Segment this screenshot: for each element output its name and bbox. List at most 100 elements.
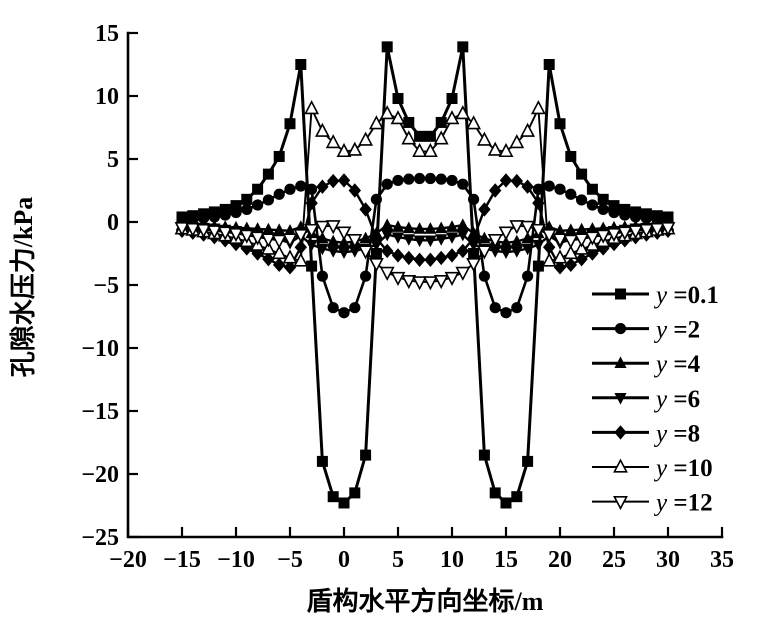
triangle-up-marker (466, 115, 482, 130)
square-marker (392, 93, 404, 105)
circle-icon (614, 323, 627, 335)
triangle-up-marker (530, 100, 546, 115)
triangle-down-marker (196, 223, 212, 239)
legend-entry: y =10 (592, 455, 713, 482)
circle-marker (262, 194, 274, 206)
diamond-marker (467, 231, 480, 246)
diamond-marker (359, 202, 372, 217)
y-tick-label: 5 (107, 147, 119, 173)
y-tick-label: −20 (81, 462, 119, 488)
diamond-marker (445, 248, 459, 263)
series-y-12 (174, 220, 676, 291)
diamond-marker (424, 252, 437, 267)
y-tick-label: −25 (81, 525, 119, 551)
circle-marker (446, 174, 458, 187)
diamond-marker (597, 241, 610, 256)
circle-marker (511, 302, 523, 314)
legend-entry: y =8 (592, 420, 700, 447)
diamond-marker (521, 179, 534, 194)
triangle-up-marker (478, 231, 491, 244)
diamond-marker (294, 240, 307, 255)
triangle-down-marker (293, 229, 309, 244)
square-marker (403, 116, 415, 128)
series-y-8 (175, 173, 675, 275)
legend-label: y =6 (653, 386, 700, 413)
triangle-up-marker (424, 222, 437, 234)
triangle-up-marker (476, 131, 492, 146)
triangle-up-marker (336, 142, 352, 158)
x-tick-label: −15 (163, 547, 201, 573)
triangle-up-marker (283, 224, 297, 236)
triangle-down-marker (617, 226, 633, 241)
square-marker (241, 193, 253, 205)
square-marker (360, 449, 372, 461)
triangle-up-marker (314, 122, 330, 137)
triangle-down-marker (347, 234, 363, 249)
circle-marker (586, 199, 599, 211)
circle-marker (360, 270, 372, 282)
diamond-marker (543, 240, 556, 255)
triangle-down-marker (348, 246, 361, 258)
circle-marker (198, 212, 210, 224)
triangle-down-marker (532, 239, 545, 252)
triangle-up-marker (575, 222, 588, 235)
x-tick-label: 15 (494, 547, 518, 573)
triangle-down-marker (509, 220, 525, 235)
diamond-marker (229, 236, 243, 252)
circle-marker (349, 302, 361, 314)
triangle-up-marker (337, 235, 351, 248)
triangle-down-marker (584, 231, 600, 246)
square-marker (543, 59, 555, 70)
diamond-marker (316, 179, 329, 194)
x-tick-label: 30 (656, 547, 680, 573)
square-marker (338, 497, 350, 509)
square-marker (306, 260, 318, 272)
triangle-down-marker (185, 222, 201, 238)
square-marker (284, 118, 296, 130)
triangle-down-marker (381, 229, 394, 242)
x-tick-label: −10 (217, 547, 255, 573)
triangle-down-marker (499, 247, 513, 260)
square-marker (586, 183, 598, 195)
triangle-up-marker (521, 231, 534, 244)
triangle-up-marker (271, 244, 287, 260)
triangle-up-marker (304, 100, 320, 115)
circle-marker (532, 183, 545, 195)
legend-label: y =2 (653, 317, 700, 344)
circle-marker (424, 172, 436, 185)
triangle-down-marker (413, 235, 426, 248)
triangle-down-marker (638, 223, 654, 239)
square-marker (522, 455, 534, 467)
x-tick-label: 10 (440, 547, 464, 573)
triangle-down-marker (498, 226, 514, 241)
triangle-down-marker (628, 225, 644, 240)
circle-marker (252, 199, 264, 211)
triangle-down-marker (402, 234, 415, 246)
triangle-down-marker (435, 234, 448, 246)
square-marker (468, 248, 480, 259)
circle-marker (500, 307, 512, 319)
circle-marker (241, 203, 253, 215)
triangle-down-icon (613, 496, 628, 511)
circle-marker (554, 183, 566, 195)
circle-marker (576, 194, 588, 206)
triangle-down-marker (489, 246, 502, 258)
square-marker (262, 168, 274, 180)
square-marker (381, 41, 393, 53)
triangle-down-marker (520, 220, 536, 235)
square-marker (446, 93, 458, 105)
square-marker (349, 487, 361, 499)
triangle-down-icon (614, 393, 627, 405)
triangle-up-marker (358, 131, 374, 146)
circle-marker (208, 211, 220, 223)
triangle-down-marker (456, 229, 469, 242)
triangle-down-marker (552, 233, 568, 248)
y-tick-label: 10 (95, 84, 119, 110)
legend-label: y =0.1 (653, 282, 719, 309)
circle-marker (295, 180, 307, 192)
triangle-down-marker (228, 227, 244, 243)
series-y-2 (176, 172, 674, 319)
square-marker (327, 491, 339, 503)
diamond-marker (370, 231, 383, 246)
